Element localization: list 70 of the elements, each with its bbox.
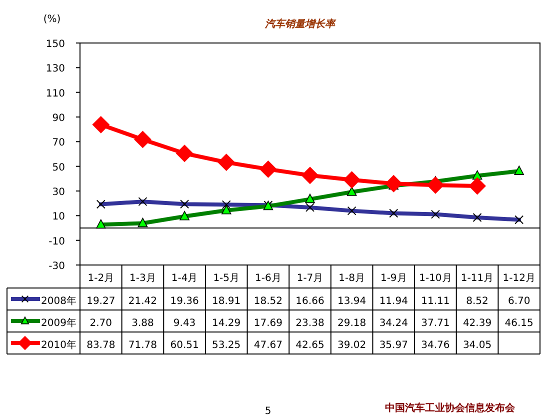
data-label: 18.91	[212, 296, 241, 307]
y-tick-label: 150	[46, 39, 65, 50]
y-tick-label: 90	[52, 113, 65, 124]
chart-title: 汽车销量增长率	[264, 18, 337, 30]
data-label: 39.02	[338, 340, 366, 351]
y-tick-label: 50	[52, 162, 65, 174]
point	[260, 160, 277, 178]
data-label: 34.24	[379, 318, 408, 329]
legend-label: 2008年	[41, 295, 76, 307]
data-label: 13.94	[338, 296, 366, 307]
y-tick-label: 30	[52, 187, 65, 198]
text: 5	[264, 406, 272, 417]
x-tick-label: 1-7月	[296, 273, 324, 284]
data-label: 29.18	[338, 318, 366, 329]
point	[426, 176, 444, 194]
y-tick-label: -10	[48, 236, 65, 248]
data-label: 47.67	[254, 340, 282, 351]
x-tick-label: 1-8月	[338, 273, 365, 284]
data-label: 6.70	[508, 296, 530, 307]
data-label: 71.78	[128, 340, 158, 351]
x-tick-label: 1-4月	[171, 273, 198, 284]
x-tick-label: 1-6月	[255, 273, 282, 284]
y-tick-label: 130	[46, 64, 65, 75]
data-label: 16.66	[296, 296, 324, 307]
data-label: 18.52	[254, 296, 282, 307]
x-tick-label: 1-12月	[502, 273, 536, 284]
point	[134, 130, 152, 148]
data-label: 35.97	[379, 340, 408, 351]
data-label: 11.11	[421, 296, 450, 307]
x-tick-label: 1-10月	[419, 273, 452, 284]
point	[302, 166, 318, 184]
data-label: 2.70	[90, 318, 112, 329]
point	[92, 116, 110, 134]
legend-label: 2009年	[41, 317, 76, 329]
text: 中国汽车工业协会信息发布会	[385, 402, 516, 414]
data-label: 11.94	[379, 296, 408, 307]
data-label: 53.25	[212, 340, 241, 351]
data-label: 23.38	[296, 318, 324, 329]
data-label: 19.36	[170, 296, 199, 307]
data-label: 83.78	[86, 340, 116, 351]
y-axis-title: (%)	[43, 14, 61, 25]
point	[176, 144, 194, 162]
data-label: 3.88	[132, 318, 154, 329]
data-label: 19.27	[86, 296, 116, 307]
data-label: 34.05	[462, 340, 492, 351]
data-label: 8.52	[466, 296, 488, 307]
x-tick-label: 1-9月	[380, 273, 407, 284]
point	[468, 178, 486, 195]
data-label: 46.15	[504, 318, 534, 329]
point	[218, 154, 235, 171]
data-label: 9.43	[173, 318, 196, 329]
x-tick-label: 1-11月	[460, 273, 494, 284]
data-label: 42.39	[462, 318, 492, 329]
x-tick-label: 1-2月	[88, 273, 114, 284]
y-tick-label: 70	[52, 138, 65, 149]
x-tick-label: 1-5月	[213, 273, 240, 284]
data-label: 34.76	[421, 340, 450, 351]
y-tick-label: 10	[52, 212, 65, 223]
legend-label: 2010年	[41, 339, 76, 351]
point	[343, 171, 360, 188]
data-label: 21.42	[128, 296, 158, 307]
y-tick-label: -30	[48, 261, 65, 272]
y-tick-label: 110	[46, 88, 65, 100]
data-label: 60.51	[170, 340, 199, 351]
data-label: 42.65	[296, 340, 324, 351]
point	[385, 175, 402, 192]
data-label: 37.71	[421, 318, 450, 329]
data-label: 17.69	[254, 318, 282, 329]
x-tick-label: 1-3月	[130, 273, 156, 284]
data-label: 14.29	[212, 318, 241, 329]
